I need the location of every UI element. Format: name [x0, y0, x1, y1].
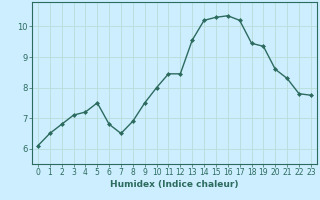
X-axis label: Humidex (Indice chaleur): Humidex (Indice chaleur): [110, 180, 239, 189]
